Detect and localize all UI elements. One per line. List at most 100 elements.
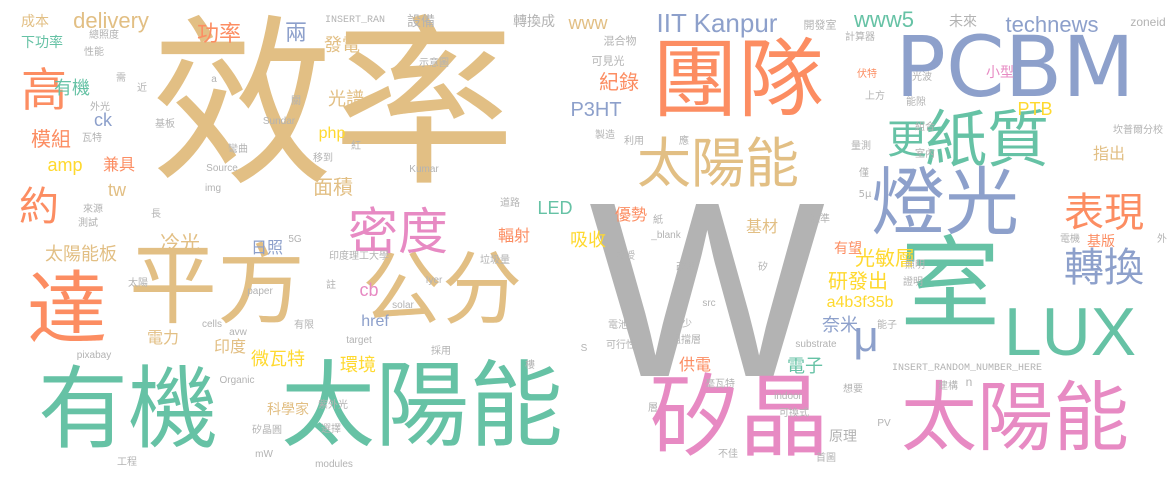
cloud-word: 兩 [284, 21, 308, 46]
cloud-word: 印度 [213, 337, 247, 356]
cloud-word: 有機 [54, 78, 90, 99]
cloud-word: a4b3f35b [826, 294, 894, 311]
cloud-word: 伏特 [857, 69, 877, 80]
cloud-word: 日照 [250, 238, 284, 257]
cloud-word: 發電 [324, 35, 360, 56]
cloud-word: 阻擋層 [671, 335, 701, 346]
cloud-word: 能隙 [906, 97, 926, 108]
cloud-word: 瓦特 [82, 133, 102, 144]
cloud-word: solar [392, 300, 414, 311]
cloud-word: 燈光 [871, 160, 1019, 246]
cloud-word: www [568, 13, 608, 33]
cloud-word: 小型 [986, 65, 1014, 81]
cloud-word: 製造 [595, 130, 615, 141]
cloud-word: 太陽能 [637, 132, 799, 195]
cloud-word: 採用 [431, 346, 451, 357]
cloud-word: technews [1005, 12, 1099, 37]
cloud-word: 表現 [1064, 190, 1144, 236]
cloud-word: 毫瓦特 [705, 379, 735, 390]
cloud-word: 外 [1157, 234, 1167, 245]
cloud-word: 光波 [912, 72, 932, 83]
cloud-word: 印度理工大學 [329, 251, 389, 262]
cloud-word: 設備 [407, 14, 435, 30]
cloud-word: 光敏層 [855, 246, 915, 270]
cloud-word: 垃圾量 [480, 255, 510, 266]
cloud-word: 建構 [938, 381, 958, 392]
cloud-word: 組合 [915, 122, 935, 133]
cloud-word: 有機 [38, 357, 218, 462]
cloud-word: 工程 [117, 457, 137, 468]
cloud-word: 轉換成 [513, 14, 555, 30]
cloud-word: 團隊 [652, 30, 824, 130]
cloud-word: 矽 [758, 262, 768, 273]
cloud-word: 開發室 [803, 18, 837, 32]
cloud-word: S [580, 343, 588, 354]
cloud-word: 能子 [877, 320, 897, 331]
cloud-word: 兼具 [102, 155, 136, 174]
cloud-word: 環境 [340, 355, 376, 376]
cloud-word: 不佳 [718, 449, 738, 460]
cloud-word: 坎普爾分校 [1113, 125, 1163, 136]
cloud-word: _blank [651, 230, 681, 241]
cloud-word: paper [247, 286, 273, 297]
cloud-word: avw [229, 327, 247, 338]
cloud-word: 平方 [128, 234, 306, 337]
cloud-word: cb [359, 280, 379, 300]
cloud-word: 電池 [608, 320, 628, 331]
cloud-word: INSERT_RANDOM_NUMBER_HERE [891, 363, 1043, 374]
cloud-word: 上方 [865, 91, 885, 102]
cloud-word: ck [94, 110, 112, 130]
cloud-word: 奈米 [822, 315, 858, 336]
cloud-word: 功率 [196, 22, 242, 47]
cloud-word: 需 [116, 73, 126, 84]
cloud-word: 光譜 [328, 89, 364, 110]
cloud-word: 僅 [859, 168, 869, 179]
cloud-word: 原理 [829, 429, 857, 445]
cloud-word: 約 [19, 184, 59, 230]
cloud-word: 下功率 [21, 35, 63, 51]
cloud-word: 總照度 [89, 30, 119, 41]
cloud-word: 紫外光 [318, 400, 348, 411]
cloud-word: 教授 [615, 251, 635, 262]
cloud-word: PTB [1017, 99, 1053, 119]
cloud-word: 可見光 [591, 54, 625, 68]
cloud-word: 密度 [348, 203, 448, 261]
cloud-word: 層 [648, 403, 658, 414]
cloud-word: 量測 [851, 141, 871, 152]
cloud-word: 測試 [78, 218, 98, 229]
cloud-word: href [361, 313, 389, 330]
cloud-word: indoor [774, 391, 802, 402]
cloud-word: 道路 [500, 198, 520, 209]
cloud-word: 基材 [745, 217, 779, 236]
cloud-word: PV [877, 418, 891, 429]
cloud-word: 應 [679, 136, 689, 147]
cloud-word: 標準 [810, 214, 830, 225]
cloud-word: 首圖 [816, 453, 836, 464]
cloud-word: 來源 [83, 204, 103, 215]
cloud-word: 5μ [858, 189, 872, 200]
cloud-word: μ [853, 312, 879, 361]
cloud-word: 示意圖 [419, 58, 449, 69]
cloud-word: 模組 [31, 127, 71, 151]
cloud-word: W [589, 150, 825, 429]
cloud-word: 電力 [146, 328, 180, 347]
cloud-word: Sundar [262, 116, 296, 127]
cloud-word: 優勢 [614, 205, 648, 224]
cloud-word: Kumar [409, 164, 439, 175]
cloud-word: 想要 [843, 384, 863, 395]
cloud-word: 彎曲 [228, 144, 248, 155]
cloud-word: INSERT_RAN [324, 15, 386, 26]
cloud-word: 室內 [915, 149, 935, 160]
cloud-word: 基板 [155, 119, 175, 130]
cloud-word: 指出 [1092, 144, 1126, 163]
cloud-word: 太陽能 [901, 373, 1129, 462]
cloud-word: 電機 [1060, 234, 1080, 245]
cloud-word: 可換式 [779, 408, 809, 419]
cloud-word: pixabay [76, 350, 112, 361]
cloud-word: 選擇 [321, 424, 341, 435]
cloud-word: 有望 [834, 241, 862, 257]
cloud-word: 5G [288, 234, 302, 245]
cloud-word: 利用 [624, 136, 644, 147]
cloud-word: 太陽能板 [45, 244, 117, 265]
